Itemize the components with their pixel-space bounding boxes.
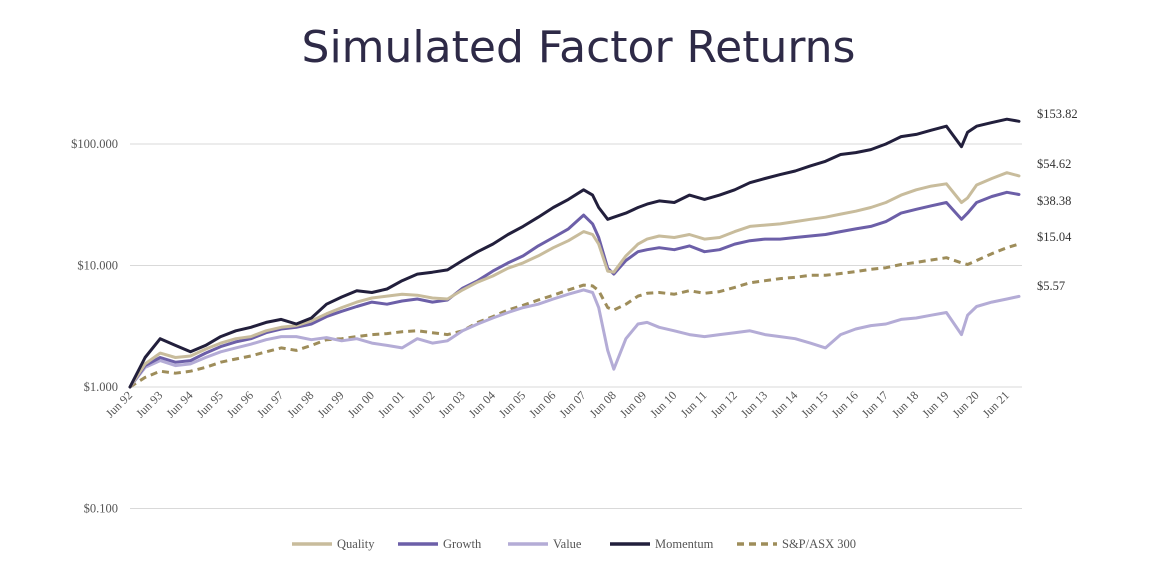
x-tick-label: Jun 20 <box>949 388 981 420</box>
x-tick-label: Jun 01 <box>375 388 407 420</box>
x-tick-label: Jun 11 <box>678 388 710 420</box>
end-label-momentum: $153.82 <box>1037 107 1078 121</box>
grid-lines <box>130 143 1022 509</box>
x-tick-label: Jun 14 <box>768 388 800 420</box>
series-line-s-p-asx-300 <box>129 242 1020 389</box>
x-tick-label: Jun 95 <box>194 388 226 420</box>
x-tick-label: Jun 03 <box>435 388 467 420</box>
legend-label: Quality <box>337 537 375 551</box>
legend-label: S&P/ASX 300 <box>782 537 856 551</box>
x-tick-label: Jun 19 <box>919 388 951 420</box>
x-tick-label: Jun 98 <box>284 388 316 420</box>
legend-label: Growth <box>443 537 482 551</box>
series-line-quality <box>128 171 1021 389</box>
x-tick-label: Jun 08 <box>587 388 619 420</box>
x-tick-label: Jun 05 <box>496 388 528 420</box>
x-tick-label: Jun 13 <box>738 388 770 420</box>
series-line-value <box>128 288 1021 389</box>
y-tick-label: $100.000 <box>71 137 118 151</box>
y-axis-ticks: $0.100 $1.000 $10.000 $100.000 <box>71 137 118 516</box>
x-tick-label: Jun 97 <box>254 388 286 420</box>
x-tick-label: Jun 09 <box>617 388 649 420</box>
x-tick-label: Jun 10 <box>647 388 679 420</box>
legend-label: Value <box>553 537 582 551</box>
end-label-growth: $38.38 <box>1037 194 1071 208</box>
end-value-labels: $54.62 $38.38 $5.57 $153.82 $15.04 <box>1037 107 1078 293</box>
x-tick-label: Jun 15 <box>798 388 830 420</box>
x-tick-label: Jun 99 <box>314 388 346 420</box>
end-label-quality: $54.62 <box>1037 157 1071 171</box>
x-tick-label: Jun 07 <box>556 388 588 420</box>
x-tick-label: Jun 12 <box>708 388 740 420</box>
x-tick-label: Jun 21 <box>980 388 1012 420</box>
legend: Quality Growth Value Momentum S&P/ASX 300 <box>292 537 856 551</box>
x-tick-label: Jun 94 <box>163 388 195 420</box>
chart-title: Simulated Factor Returns <box>301 22 856 73</box>
x-tick-label: Jun 16 <box>829 388 861 420</box>
series-line-momentum <box>128 117 1021 389</box>
x-tick-label: Jun 96 <box>224 388 256 420</box>
legend-label: Momentum <box>655 537 714 551</box>
x-tick-label: Jun 06 <box>526 388 558 420</box>
x-tick-label: Jun 02 <box>405 388 437 420</box>
y-tick-label: $1.000 <box>84 380 118 394</box>
y-tick-label: $0.100 <box>84 502 118 516</box>
y-tick-label: $10.000 <box>77 259 118 273</box>
x-tick-label: Jun 18 <box>889 388 921 420</box>
end-label-value: $5.57 <box>1037 279 1065 293</box>
end-label-s-p-asx-300: $15.04 <box>1037 230 1072 244</box>
series-lines <box>128 117 1021 389</box>
x-tick-label: Jun 04 <box>466 388 498 420</box>
x-tick-label: Jun 93 <box>133 388 165 420</box>
x-tick-label: Jun 00 <box>345 388 377 420</box>
x-tick-label: Jun 17 <box>859 388 891 420</box>
series-line-growth <box>128 190 1021 389</box>
